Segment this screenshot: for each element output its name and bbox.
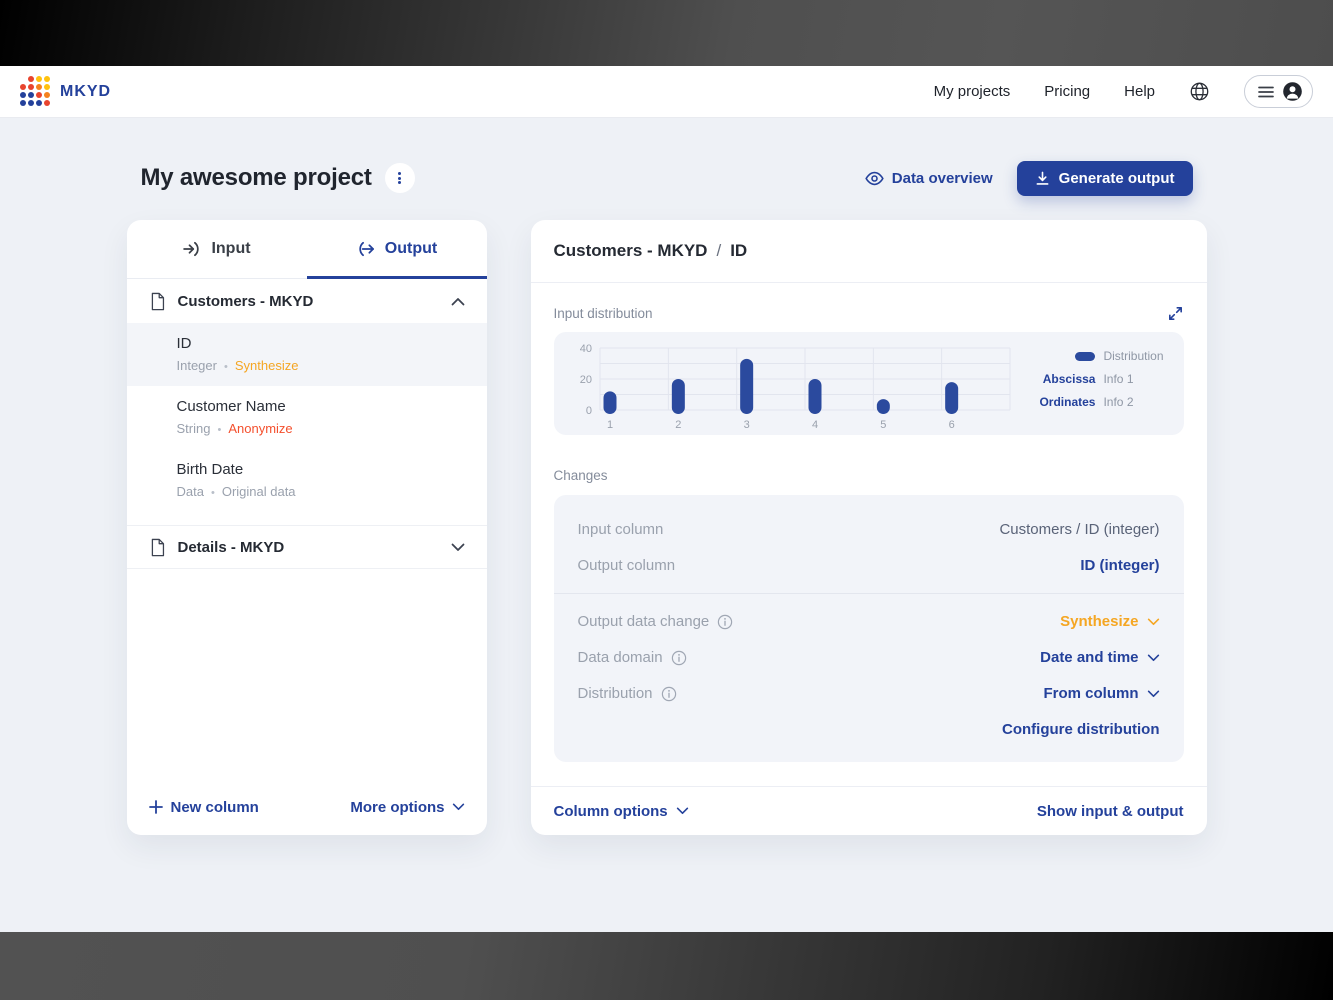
eye-icon xyxy=(865,171,884,185)
tab-output[interactable]: Output xyxy=(306,220,487,279)
download-icon xyxy=(1036,171,1049,185)
column-action-badge: Anonymize xyxy=(228,421,293,436)
file-icon xyxy=(151,538,164,556)
expand-diagonal-icon xyxy=(1168,307,1182,320)
globe-icon[interactable] xyxy=(1189,81,1210,102)
page-title: My awesome project xyxy=(140,164,372,191)
column-action-badge: Synthesize xyxy=(234,358,299,373)
column-item-customer-name[interactable]: Customer Name String Anonymize xyxy=(127,386,487,449)
chevron-down-icon xyxy=(1147,654,1159,661)
nav-link-my-projects[interactable]: My projects xyxy=(933,83,1011,100)
column-item-id[interactable]: ID Integer Synthesize xyxy=(126,323,487,386)
nav-link-pricing[interactable]: Pricing xyxy=(1044,83,1091,100)
info-icon[interactable] xyxy=(717,614,733,630)
column-type: Data xyxy=(176,484,204,499)
abscissa-value: Info 1 xyxy=(1103,372,1134,386)
generate-output-button[interactable]: Generate output xyxy=(1016,160,1193,196)
svg-text:20: 20 xyxy=(579,374,591,386)
column-item-birth-date[interactable]: Birth Date Data Original data xyxy=(127,449,487,512)
sign-out-icon xyxy=(359,241,374,257)
breadcrumb: Customers - MKYD / ID xyxy=(530,220,1207,283)
columns-panel: Input Output Cus xyxy=(126,220,487,835)
sign-in-icon xyxy=(183,241,200,257)
show-input-output-button[interactable]: Show input & output xyxy=(1036,802,1184,820)
column-type: Integer xyxy=(176,358,217,373)
info-icon[interactable] xyxy=(661,686,677,702)
bar-chart-plot: 0 20 40 1 2 3 4 5 6 xyxy=(579,343,1010,431)
group-details-mkyd[interactable]: Details - MKYD xyxy=(126,525,487,569)
menu-icon xyxy=(1258,86,1274,97)
chevron-up-icon xyxy=(451,297,464,305)
nav-link-help[interactable]: Help xyxy=(1124,83,1155,100)
ordinates-term: Ordinates xyxy=(1039,395,1096,409)
columns-panel-footer: New column More options xyxy=(127,779,487,835)
row-output-column: Output column ID (integer) xyxy=(577,557,1160,574)
mkyd-logo-icon xyxy=(20,76,51,107)
svg-text:6: 6 xyxy=(948,419,954,431)
kebab-vertical-icon xyxy=(398,171,402,185)
chevron-down-icon xyxy=(452,803,464,811)
brand[interactable]: MKYD xyxy=(20,76,111,107)
detail-panel-footer: Column options Show input & output xyxy=(530,786,1207,835)
row-data-domain: Data domain Date and time xyxy=(578,649,1160,666)
expand-chart-button[interactable] xyxy=(1167,305,1184,322)
svg-text:3: 3 xyxy=(743,419,749,431)
input-distribution-label: Input distribution xyxy=(553,306,653,321)
input-column-value: Customers / ID (integer) xyxy=(999,521,1160,538)
row-input-column: Input column Customers / ID (integer) xyxy=(577,521,1160,538)
column-action-badge: Original data xyxy=(221,484,296,499)
row-output-data-change: Output data change Synthesize xyxy=(578,613,1160,630)
chevron-down-icon xyxy=(676,807,688,815)
project-menu-button[interactable] xyxy=(384,163,415,193)
abscissa-term: Abscissa xyxy=(1042,372,1096,386)
top-letterbox-band xyxy=(0,0,1333,66)
bottom-letterbox-band xyxy=(0,932,1333,1000)
brand-name: MKYD xyxy=(60,82,112,100)
info-icon[interactable] xyxy=(671,650,687,666)
svg-text:2: 2 xyxy=(675,419,681,431)
changes-card: Input column Customers / ID (integer) Ou… xyxy=(553,495,1184,762)
data-domain-select[interactable]: Date and time xyxy=(1040,649,1159,666)
new-column-button[interactable]: New column xyxy=(148,799,259,816)
distribution-swatch xyxy=(1075,351,1096,361)
chart-legend: Distribution Abscissa Info 1 Ordinates I… xyxy=(1039,349,1163,409)
distribution-select[interactable]: From column xyxy=(1043,685,1159,702)
chevron-down-icon xyxy=(451,543,464,551)
group-customers-mkyd[interactable]: Customers - MKYD xyxy=(127,279,487,323)
legend-label: Distribution xyxy=(1103,349,1164,363)
svg-text:1: 1 xyxy=(606,419,612,431)
user-avatar-icon xyxy=(1283,82,1302,101)
file-icon xyxy=(151,292,164,310)
navbar: MKYD My projects Pricing Help xyxy=(0,66,1333,118)
page-content: My awesome project Data overview Generat xyxy=(0,118,1333,932)
ordinates-value: Info 2 xyxy=(1103,395,1134,409)
column-list: Customers - MKYD ID Integer Synthesize xyxy=(126,279,487,779)
output-data-change-select[interactable]: Synthesize xyxy=(1060,613,1159,630)
column-type: String xyxy=(176,421,211,436)
chevron-down-icon xyxy=(1147,618,1159,625)
divider xyxy=(553,593,1184,594)
tab-input[interactable]: Input xyxy=(127,220,307,278)
account-menu-button[interactable] xyxy=(1244,75,1313,108)
chevron-down-icon xyxy=(1147,690,1159,697)
data-overview-button[interactable]: Data overview xyxy=(865,170,993,187)
output-column-value: ID (integer) xyxy=(1080,557,1160,574)
configure-distribution-link[interactable]: Configure distribution xyxy=(1002,721,1160,738)
svg-text:4: 4 xyxy=(811,419,817,431)
row-distribution: Distribution From column xyxy=(578,685,1160,702)
column-options-button[interactable]: Column options xyxy=(554,803,689,820)
column-detail-panel: Customers - MKYD / ID Input distribution xyxy=(530,220,1207,835)
svg-text:0: 0 xyxy=(585,405,591,417)
io-tabs: Input Output xyxy=(126,220,487,279)
svg-text:40: 40 xyxy=(579,343,591,355)
input-distribution-chart: 0 20 40 1 2 3 4 5 6 Distribution Abscissa Info 1… xyxy=(553,332,1184,435)
more-options-button[interactable]: More options xyxy=(350,799,464,816)
svg-text:5: 5 xyxy=(880,419,886,431)
changes-label: Changes xyxy=(553,468,608,483)
plus-icon xyxy=(148,800,163,814)
